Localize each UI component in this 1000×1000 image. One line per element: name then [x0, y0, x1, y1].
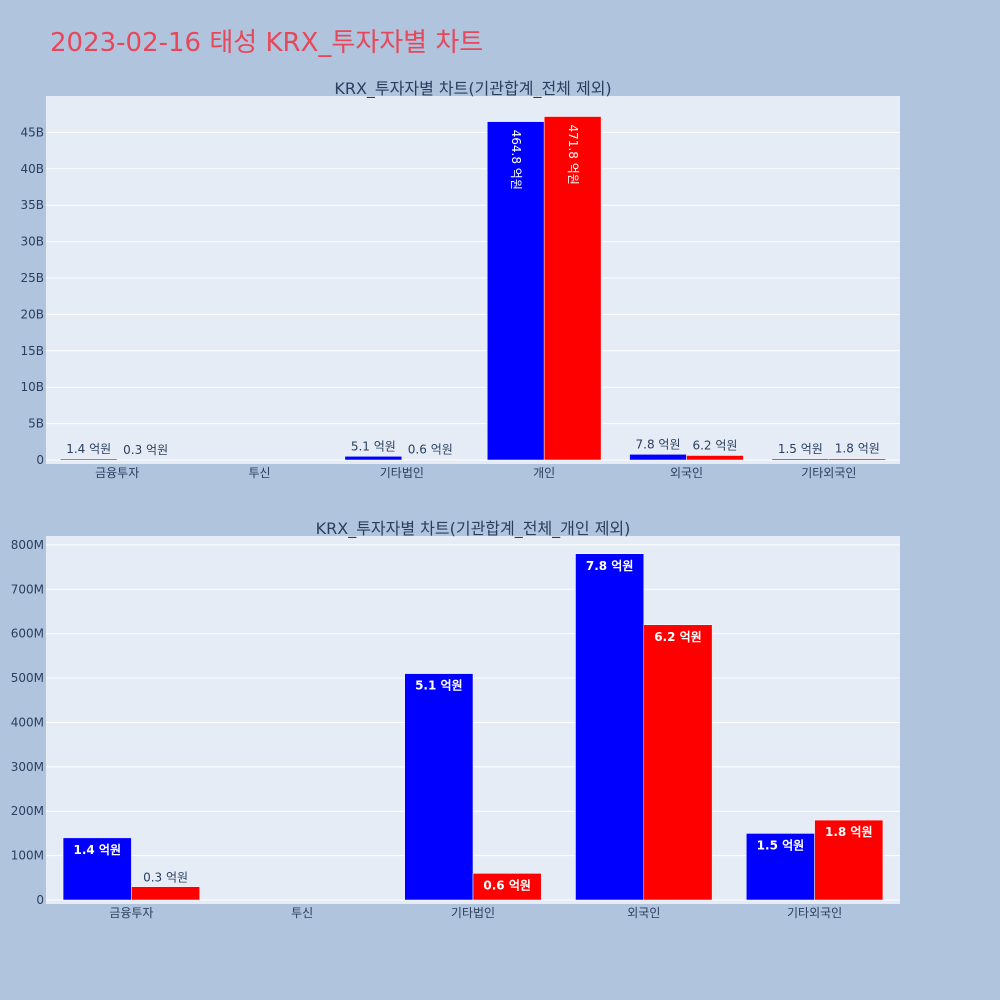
y-tick-label: 25B [20, 271, 44, 285]
data-label: 5.1 억원 [351, 439, 396, 453]
bar-sell [814, 819, 884, 901]
bar-buy [746, 833, 815, 901]
y-tick-label: 5B [28, 417, 44, 431]
data-label: 0.6 억원 [408, 443, 453, 457]
bar-buy [771, 458, 830, 461]
y-tick-label: 100M [11, 849, 44, 863]
y-tick-label: 500M [11, 671, 44, 685]
bar-sell [472, 873, 542, 901]
y-tick-label: 600M [11, 627, 44, 641]
x-tick-label: 기타법인 [380, 466, 424, 480]
bar-buy [344, 456, 403, 461]
x-tick-label: 투신 [248, 466, 270, 480]
y-tick-label: 40B [20, 162, 44, 176]
x-tick-label: 기타외국인 [801, 466, 856, 480]
bar-buy [575, 553, 645, 901]
bar-sell [686, 455, 744, 461]
y-tick-label: 20B [20, 307, 44, 321]
data-label: 1.8 억원 [825, 825, 873, 839]
bar-buy [404, 673, 474, 901]
y-tick-label: 800M [11, 538, 44, 552]
chart-2: 0 100M 200M 300M 400M 500M 600M 700M 800M KRX_투자자… [11, 519, 900, 920]
y-tick-label: 10B [20, 380, 44, 394]
bar-buy [62, 837, 132, 901]
x-tick-label: 개인 [533, 466, 555, 480]
x-tick-label: 투신 [291, 906, 313, 920]
data-label: 464.8 억원 [509, 130, 523, 190]
data-label: 0.3 억원 [123, 443, 168, 457]
data-label: 6.2 억원 [654, 630, 702, 644]
data-label: 471.8 억원 [566, 125, 580, 185]
bar-sell [116, 459, 175, 461]
plot-area [46, 96, 900, 464]
x-tick-label: 기타법인 [451, 906, 495, 920]
bar-sell [543, 116, 602, 461]
data-label: 1.8 억원 [835, 442, 880, 456]
x-tick-label: 기타외국인 [787, 906, 842, 920]
x-tick-label: 금융투자 [109, 906, 153, 920]
bar-sell [828, 458, 887, 461]
y-tick-label: 400M [11, 715, 44, 729]
data-label: 7.8 억원 [636, 437, 681, 451]
bar-buy [629, 454, 687, 461]
data-label: 6.2 억원 [692, 438, 737, 452]
data-label: 7.8 억원 [586, 559, 634, 573]
chart-subtitle: KRX_투자자별 차트(기관합계_전체_개인 제외) [316, 519, 631, 539]
data-label: 1.4 억원 [73, 843, 121, 857]
chart-subtitle: KRX_투자자별 차트(기관합계_전체 제외) [334, 79, 611, 99]
data-label: 1.4 억원 [66, 442, 111, 456]
x-tick-label: 외국인 [627, 906, 660, 920]
data-label: 0.3 억원 [143, 871, 188, 885]
data-label: 1.5 억원 [778, 442, 823, 456]
y-tick-label: 200M [11, 804, 44, 818]
y-tick-label: 15B [20, 344, 44, 358]
bar-buy [59, 458, 118, 461]
y-tick-label: 35B [20, 198, 44, 212]
data-label: 5.1 억원 [415, 679, 463, 693]
bar-buy [486, 121, 545, 461]
y-tick-label: 0 [36, 893, 44, 907]
page-title: 2023-02-16 태성 KRX_투자자별 차트 [50, 28, 484, 58]
bar-sell [401, 459, 460, 461]
y-tick-label: 45B [20, 125, 44, 139]
data-label: 1.5 억원 [757, 838, 805, 852]
y-tick-label: 30B [20, 235, 44, 249]
y-tick-label: 0 [36, 453, 44, 467]
data-label: 0.6 억원 [483, 878, 531, 892]
chart-1: 0 5B 10B 15B 20B 25B 30B 35B 40B 45B KRX_투자자별 차트(기… [20, 79, 900, 480]
x-tick-label: 금융투자 [95, 466, 139, 480]
y-tick-label: 700M [11, 582, 44, 596]
bar-sell [131, 886, 200, 901]
y-tick-label: 300M [11, 760, 44, 774]
x-tick-label: 외국인 [670, 466, 703, 480]
bar-sell [643, 624, 713, 901]
